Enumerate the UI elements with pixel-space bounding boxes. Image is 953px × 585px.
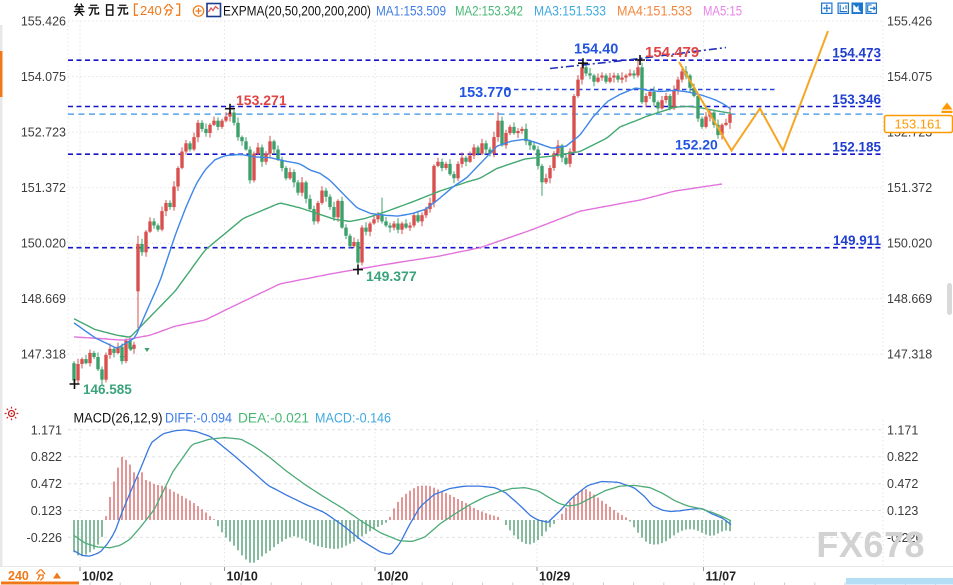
svg-text:EXPMA(20,50,200,200,200): EXPMA(20,50,200,200,200) xyxy=(223,4,371,19)
svg-text:0.472: 0.472 xyxy=(31,477,62,491)
svg-text:MACD:-0.146: MACD:-0.146 xyxy=(315,411,391,426)
svg-text:147.318: 147.318 xyxy=(21,348,66,362)
svg-text:151.372: 151.372 xyxy=(21,181,66,195)
svg-text:0.822: 0.822 xyxy=(31,450,62,464)
svg-text:152.20: 152.20 xyxy=(675,137,718,153)
svg-text:153.346: 153.346 xyxy=(832,92,881,107)
svg-text:0.123: 0.123 xyxy=(31,504,62,518)
svg-text:150.020: 150.020 xyxy=(887,237,932,251)
svg-text:240: 240 xyxy=(140,3,162,18)
svg-text:MA4:151.533: MA4:151.533 xyxy=(617,4,692,19)
svg-text:MA1:153.509: MA1:153.509 xyxy=(376,4,446,19)
svg-text:1.171: 1.171 xyxy=(887,423,918,437)
svg-text:240: 240 xyxy=(8,569,29,583)
svg-text:10/29: 10/29 xyxy=(539,570,570,584)
svg-text:MACD(26,12,9): MACD(26,12,9) xyxy=(74,411,163,426)
svg-text:153.161: 153.161 xyxy=(895,117,942,132)
svg-text:-0.226: -0.226 xyxy=(887,531,922,545)
svg-text:154.075: 154.075 xyxy=(887,70,932,84)
svg-text:DIFF:-0.094: DIFF:-0.094 xyxy=(165,411,232,426)
svg-text:MA2:153.342: MA2:153.342 xyxy=(455,4,523,19)
svg-text:154.479: 154.479 xyxy=(645,44,699,61)
svg-text:155.426: 155.426 xyxy=(887,15,932,29)
svg-text:0.822: 0.822 xyxy=(887,450,918,464)
svg-text:FX678: FX678 xyxy=(816,524,925,565)
svg-text:154.473: 154.473 xyxy=(832,46,881,61)
svg-text:MA5:15: MA5:15 xyxy=(703,4,742,19)
svg-text:152.185: 152.185 xyxy=(832,140,881,155)
svg-text:149.377: 149.377 xyxy=(366,268,417,284)
svg-text:152.723: 152.723 xyxy=(21,126,66,140)
svg-text:154.40: 154.40 xyxy=(574,42,618,58)
svg-text:148.669: 148.669 xyxy=(887,292,932,306)
svg-text:DEA:-0.021: DEA:-0.021 xyxy=(238,411,309,426)
svg-text:155.426: 155.426 xyxy=(21,15,66,29)
svg-text:149.911: 149.911 xyxy=(833,233,882,248)
svg-text:151.372: 151.372 xyxy=(887,181,932,195)
svg-text:150.020: 150.020 xyxy=(21,237,66,251)
svg-text:10/20: 10/20 xyxy=(377,570,408,584)
svg-text:1.171: 1.171 xyxy=(31,423,62,437)
svg-text:0.123: 0.123 xyxy=(887,504,918,518)
svg-text:154.075: 154.075 xyxy=(21,70,66,84)
svg-text:148.669: 148.669 xyxy=(21,292,66,306)
svg-text:11/07: 11/07 xyxy=(706,570,737,584)
svg-text:153.271: 153.271 xyxy=(236,92,287,108)
svg-text:153.770: 153.770 xyxy=(459,85,511,101)
svg-text:147.318: 147.318 xyxy=(887,348,932,362)
svg-text:MA3:151.533: MA3:151.533 xyxy=(534,4,606,19)
svg-text:10/02: 10/02 xyxy=(82,570,113,584)
svg-text:0.472: 0.472 xyxy=(887,477,918,491)
svg-text:-0.226: -0.226 xyxy=(27,531,62,545)
svg-text:10/10: 10/10 xyxy=(227,570,258,584)
svg-text:146.585: 146.585 xyxy=(83,382,132,397)
